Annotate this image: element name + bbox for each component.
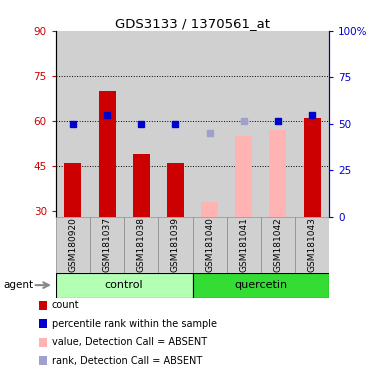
Bar bbox=[270, 130, 286, 217]
Bar bbox=[295, 31, 329, 217]
Text: GSM181041: GSM181041 bbox=[239, 217, 248, 272]
Text: GSM181038: GSM181038 bbox=[137, 217, 146, 272]
Bar bbox=[192, 217, 227, 273]
Bar bbox=[124, 217, 158, 273]
Text: value, Detection Call = ABSENT: value, Detection Call = ABSENT bbox=[52, 337, 207, 347]
Text: GSM180920: GSM180920 bbox=[69, 217, 77, 272]
Text: GSM181043: GSM181043 bbox=[308, 217, 316, 272]
Bar bbox=[124, 31, 158, 217]
Text: GSM181039: GSM181039 bbox=[171, 217, 180, 272]
Bar bbox=[90, 217, 124, 273]
Bar bbox=[90, 31, 124, 217]
Bar bbox=[261, 217, 295, 273]
Text: control: control bbox=[105, 280, 144, 290]
Bar bbox=[56, 31, 90, 217]
Bar bbox=[235, 136, 252, 217]
Bar bbox=[261, 31, 295, 217]
Bar bbox=[56, 217, 90, 273]
Text: agent: agent bbox=[4, 280, 34, 290]
Bar bbox=[192, 31, 227, 217]
Bar bbox=[99, 91, 116, 217]
Bar bbox=[303, 118, 321, 217]
Bar bbox=[295, 31, 329, 217]
Bar bbox=[261, 31, 295, 217]
Bar bbox=[227, 31, 261, 217]
Text: GDS3133 / 1370561_at: GDS3133 / 1370561_at bbox=[115, 17, 270, 30]
Text: rank, Detection Call = ABSENT: rank, Detection Call = ABSENT bbox=[52, 356, 202, 366]
Bar bbox=[158, 217, 192, 273]
Bar bbox=[90, 31, 124, 217]
Bar bbox=[39, 356, 47, 365]
Bar bbox=[192, 31, 227, 217]
Bar bbox=[227, 217, 261, 273]
Bar bbox=[56, 31, 90, 217]
Bar bbox=[158, 31, 192, 217]
Text: quercetin: quercetin bbox=[234, 280, 287, 290]
Bar bbox=[124, 31, 158, 217]
Text: count: count bbox=[52, 300, 80, 310]
Bar bbox=[227, 31, 261, 217]
Bar bbox=[39, 301, 47, 310]
Bar bbox=[56, 273, 192, 298]
Text: GSM181042: GSM181042 bbox=[273, 217, 283, 272]
Bar bbox=[64, 163, 82, 217]
Text: GSM181037: GSM181037 bbox=[102, 217, 112, 272]
Bar bbox=[192, 273, 329, 298]
Bar bbox=[158, 31, 192, 217]
Text: percentile rank within the sample: percentile rank within the sample bbox=[52, 319, 217, 329]
Bar bbox=[201, 202, 218, 217]
Text: GSM181040: GSM181040 bbox=[205, 217, 214, 272]
Bar bbox=[39, 338, 47, 347]
Bar bbox=[39, 319, 47, 328]
Bar bbox=[133, 154, 150, 217]
Bar bbox=[167, 163, 184, 217]
Bar bbox=[295, 217, 329, 273]
